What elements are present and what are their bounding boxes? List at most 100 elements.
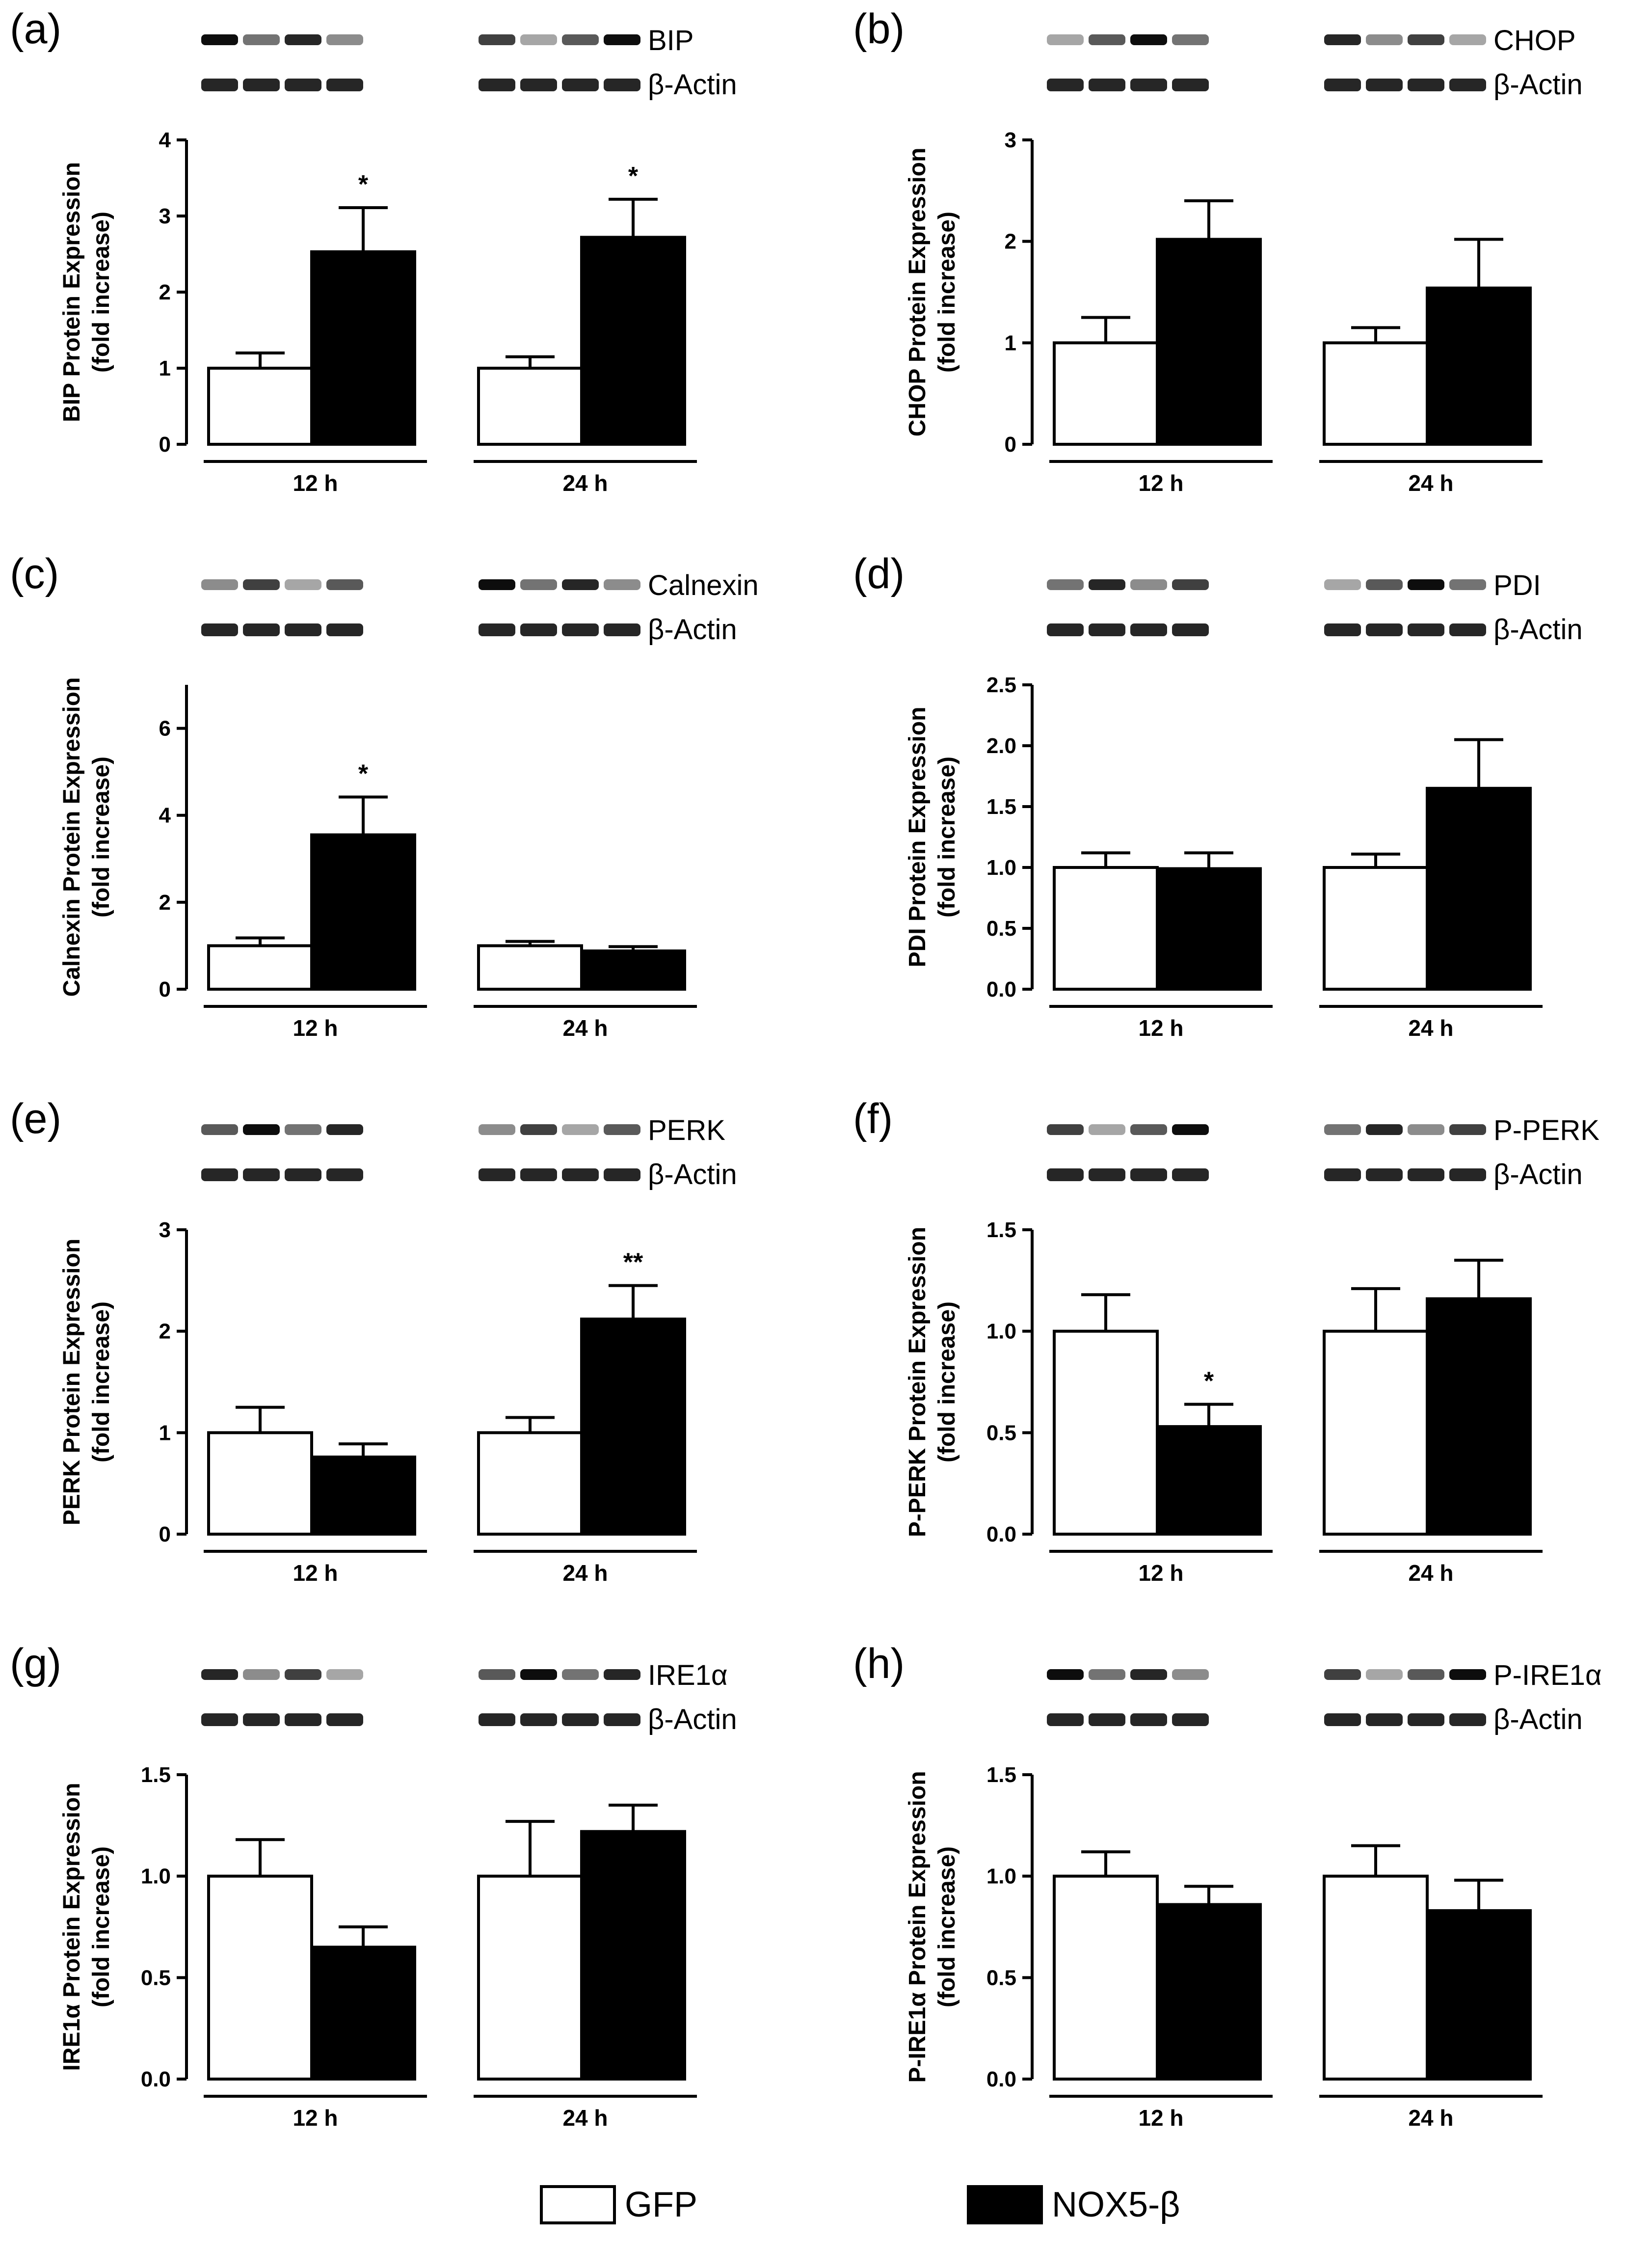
y-tick-label: 2 xyxy=(159,280,171,304)
y-axis-label-line: (fold increase) xyxy=(934,212,960,373)
blot-band-actin xyxy=(243,1168,280,1181)
bar-nox5 xyxy=(1426,786,1532,991)
y-axis-label: IRE1α Protein Expression (fold increase) xyxy=(59,1783,114,2071)
panel-d: (d) PDI β-Actin 0.0 0.5 1.0 1.5 2.0 2.5 PDI Prot… xyxy=(826,545,1652,1090)
bar-gfp xyxy=(477,367,583,446)
blot-label: PDI xyxy=(1493,569,1541,601)
y-axis-label: Calnexin Protein Expression (fold increas… xyxy=(59,677,114,997)
blot-band-target xyxy=(1047,1124,1084,1135)
blot-label: BIP xyxy=(648,25,694,56)
blot-band-target xyxy=(326,579,363,590)
y-axis-label: PDI Protein Expression (fold increase) xyxy=(905,707,960,968)
y-axis-label-line: (fold increase) xyxy=(88,1301,114,1462)
blot-band-target xyxy=(1089,1669,1125,1680)
blot-band-target xyxy=(520,579,557,590)
blot-label: Calnexin xyxy=(648,569,759,601)
blot-band-actin xyxy=(1324,623,1361,636)
y-axis-label-line: (fold increase) xyxy=(88,212,114,373)
chart-svg: PDI β-Actin 0.0 0.5 1.0 1.5 2.0 2.5 PDI Protein … xyxy=(905,569,1583,1041)
blot-band-actin xyxy=(604,623,640,636)
blot-band-target xyxy=(1366,579,1403,590)
y-tick-label: 0.0 xyxy=(986,1522,1016,1546)
significance-marker: * xyxy=(358,170,369,199)
panel-label: (g) xyxy=(10,1640,62,1687)
blot-label: β-Actin xyxy=(1493,614,1583,646)
legend-swatch-nox5 xyxy=(967,2185,1043,2224)
blot-band-actin xyxy=(520,623,557,636)
group-label: 12 h xyxy=(1138,1560,1183,1586)
blot-band-target xyxy=(1130,579,1167,590)
blot-band-actin xyxy=(1408,1168,1444,1181)
panel-f: (f) P-PERK β-Actin 0.0 0.5 1.0 1.5 P-PERK Prot… xyxy=(826,1090,1652,1635)
blot-label: β-Actin xyxy=(1493,69,1583,101)
blot-band-actin xyxy=(1408,79,1444,91)
blot-band-actin xyxy=(201,1713,238,1726)
blot-band-actin xyxy=(326,1168,363,1181)
blot-band-target xyxy=(1172,1124,1209,1135)
blot-band-actin xyxy=(562,79,599,91)
bar-gfp xyxy=(1053,1874,1159,2081)
bar-nox5 xyxy=(310,250,416,446)
group-label: 12 h xyxy=(293,470,338,496)
y-tick-label: 0.0 xyxy=(986,977,1016,1001)
y-tick-label: 1.0 xyxy=(986,1320,1016,1344)
significance-marker: * xyxy=(358,760,369,788)
blot-band-actin xyxy=(479,1168,515,1181)
blot-band-target xyxy=(1130,34,1167,45)
y-tick-label: 0.5 xyxy=(141,1966,171,1990)
y-tick-label: 0.0 xyxy=(141,2067,171,2091)
blot-band-actin xyxy=(562,1713,599,1726)
blot-band-actin xyxy=(1089,623,1125,636)
chart-svg: CHOP β-Actin 0 1 2 3 CHOP Protein Expression (f… xyxy=(905,25,1583,496)
blot-band-target xyxy=(285,1669,321,1680)
significance-marker: ** xyxy=(623,1248,643,1277)
y-axis-label-line: (fold increase) xyxy=(88,1846,114,2007)
legend-item-gfp: GFP xyxy=(540,2185,697,2225)
bar-nox5 xyxy=(1156,1425,1262,1536)
blot-band-target xyxy=(1449,1669,1486,1680)
blot-band-target xyxy=(1089,579,1125,590)
blot-band-actin xyxy=(604,1713,640,1726)
blot-band-target xyxy=(1324,34,1361,45)
blot-band-target xyxy=(562,34,599,45)
legend-swatch-gfp xyxy=(540,2185,616,2224)
blot-band-actin xyxy=(1172,623,1209,636)
blot-band-target xyxy=(243,579,280,590)
blot-band-actin xyxy=(201,79,238,91)
significance-marker: * xyxy=(1204,1367,1214,1395)
blot-band-actin xyxy=(1324,79,1361,91)
blot-band-target xyxy=(479,34,515,45)
blot-label: CHOP xyxy=(1493,25,1576,56)
blot-label: IRE1α xyxy=(648,1659,727,1691)
blot-band-target xyxy=(562,1669,599,1680)
y-axis-label-line: (fold increase) xyxy=(934,757,960,918)
blot-band-target xyxy=(1130,1669,1167,1680)
bar-nox5 xyxy=(1426,1297,1532,1536)
blot-band-actin xyxy=(1172,79,1209,91)
blot-band-actin xyxy=(1130,1713,1167,1726)
y-axis-label: PERK Protein Expression (fold increase) xyxy=(59,1239,114,1525)
blot-band-target xyxy=(243,34,280,45)
blot-label: β-Actin xyxy=(1493,1704,1583,1735)
panel-label: (f) xyxy=(853,1095,893,1142)
legend-item-nox5: NOX5-β xyxy=(967,2185,1180,2225)
blot-band-target xyxy=(326,1124,363,1135)
blot-band-target xyxy=(479,1669,515,1680)
blot-band-actin xyxy=(326,79,363,91)
bar-gfp xyxy=(1053,341,1159,446)
bar-gfp xyxy=(1323,341,1429,446)
group-label: 24 h xyxy=(1408,2105,1453,2131)
bar-nox5 xyxy=(310,833,416,991)
blot-band-target xyxy=(1408,579,1444,590)
blot-band-actin xyxy=(520,1168,557,1181)
y-tick-label: 4 xyxy=(159,128,171,152)
blot-band-actin xyxy=(285,623,321,636)
y-tick-label: 1.0 xyxy=(141,1865,171,1889)
blot-band-actin xyxy=(520,79,557,91)
legend-label: GFP xyxy=(625,2185,698,2224)
blot-band-target xyxy=(1366,34,1403,45)
blot-label: P-IRE1α xyxy=(1493,1659,1601,1691)
blot-band-target xyxy=(1089,34,1125,45)
blot-band-target xyxy=(1366,1124,1403,1135)
chart-svg: P-IRE1α β-Actin 0.0 0.5 1.0 1.5 P-IRE1α Protei… xyxy=(905,1659,1601,2131)
